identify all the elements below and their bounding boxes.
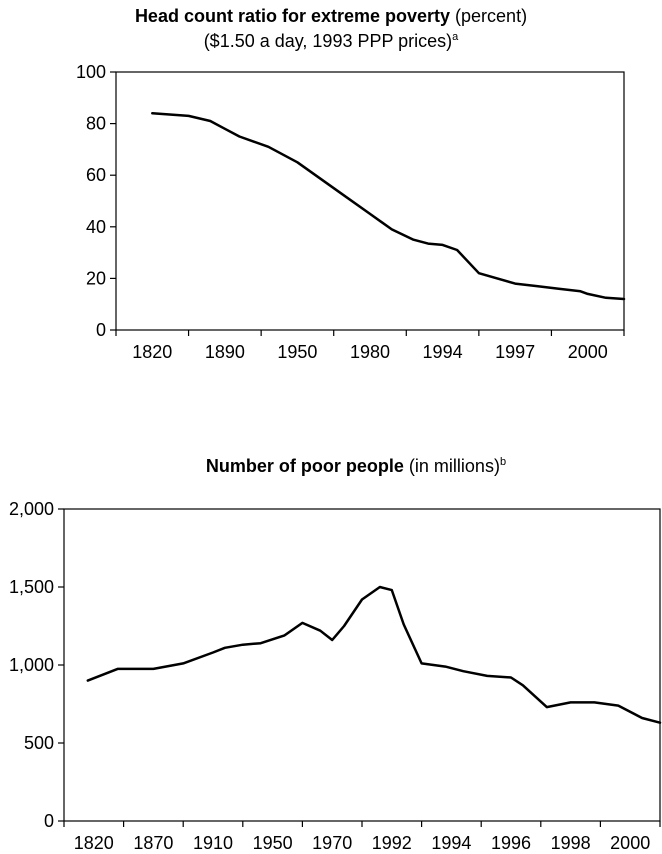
chart1-xtick-label: 1890 — [205, 342, 245, 362]
chart2-title-rest: (in millions) — [403, 456, 500, 476]
chart2-ytick-label: 1,000 — [9, 655, 54, 675]
chart2-xtick-label: 1820 — [74, 833, 114, 853]
chart2-frame — [63, 508, 661, 822]
chart1-ytick-label: 0 — [96, 320, 106, 340]
chart1-subtitle-note: a — [452, 31, 459, 43]
chart1-xtick-label: 1820 — [132, 342, 172, 362]
chart2-xtick-label: 1998 — [551, 833, 591, 853]
chart1-ytick-label: 100 — [76, 62, 106, 82]
chart1-subtitle: ($1.50 a day, 1993 PPP prices)a — [0, 27, 662, 52]
chart2-xtick-label: 1950 — [253, 833, 293, 853]
chart2-xtick-label: 1870 — [133, 833, 173, 853]
chart1-xtick-label: 1994 — [423, 342, 463, 362]
chart1-xtick-label: 1980 — [350, 342, 390, 362]
chart2-xtick-label: 1910 — [193, 833, 233, 853]
chart1-xtick-label: 2000 — [568, 342, 608, 362]
chart1-ytick-label: 60 — [86, 165, 106, 185]
chart1-title-bold: Head count ratio for extreme poverty — [134, 6, 451, 26]
chart1-xtick-label: 1950 — [277, 342, 317, 362]
chart2-xtick-label: 2000 — [610, 833, 650, 853]
chart2-ytick-label: 1,500 — [9, 577, 54, 597]
chart1-subtitle-text: ($1.50 a day, 1993 PPP prices) — [203, 31, 453, 51]
chart2-ytick-label: 500 — [24, 733, 54, 753]
chart2-xtick-label: 1996 — [491, 833, 531, 853]
chart2-ytick-label: 2,000 — [9, 499, 54, 519]
chart2-series-line — [86, 585, 662, 724]
chart2-xtick-label: 1994 — [431, 833, 471, 853]
chart2-ytick-label: 0 — [44, 811, 54, 831]
chart1-ytick-label: 40 — [86, 217, 106, 237]
chart1-ytick-label: 20 — [86, 268, 106, 288]
chart1-ytick-label: 80 — [86, 114, 106, 134]
chart2-xtick-label: 1970 — [312, 833, 352, 853]
chart2-xtick-label: 1992 — [372, 833, 412, 853]
chart1-series-line — [151, 112, 626, 301]
chart2-title: Number of poor people (in millions)b — [50, 452, 662, 477]
chart1-title-rest: (percent) — [450, 6, 528, 26]
chart1-frame — [115, 71, 625, 331]
chart1-title: Head count ratio for extreme poverty (pe… — [0, 6, 662, 27]
chart2-title-note: b — [499, 456, 507, 468]
chart2-title-bold: Number of poor people — [205, 456, 404, 476]
chart1-xtick-label: 1997 — [495, 342, 535, 362]
